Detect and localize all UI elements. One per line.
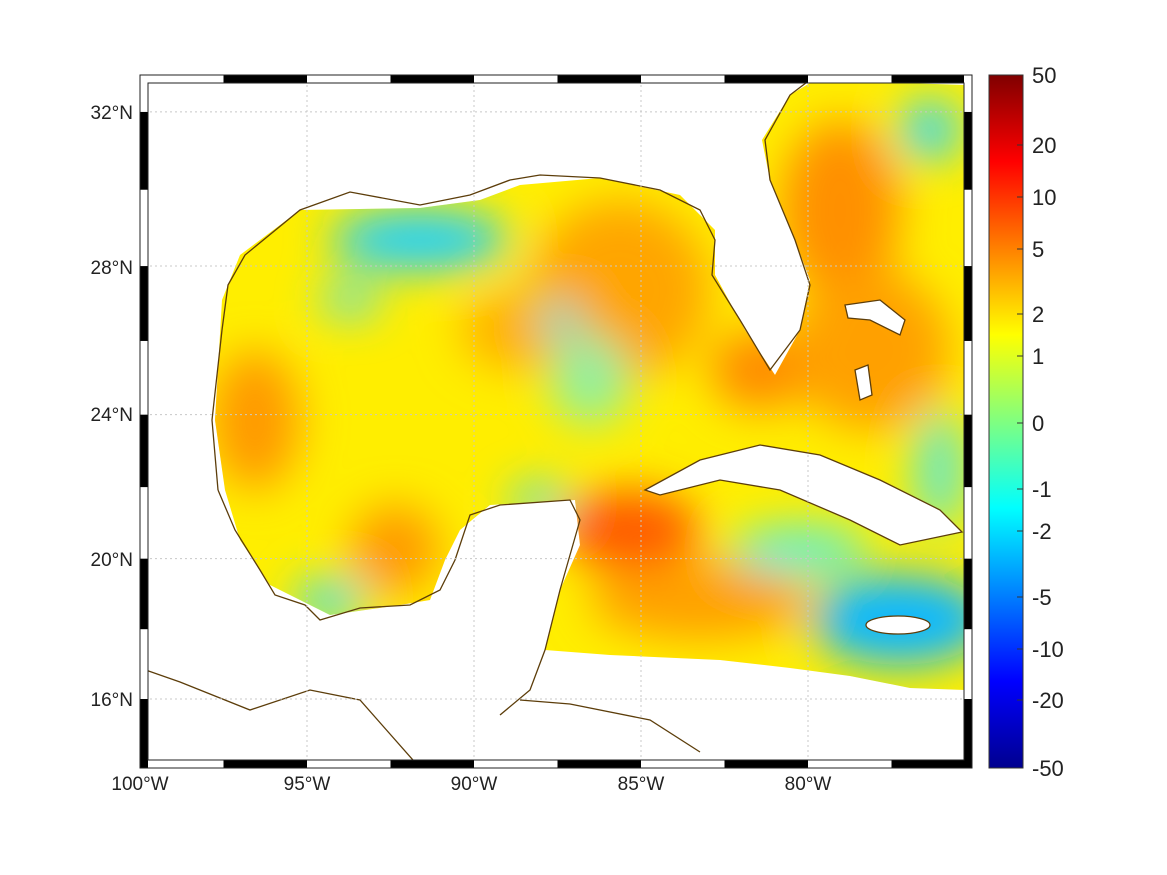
frame-segment	[140, 698, 148, 768]
colorbar-tick-label: 50	[1032, 63, 1056, 88]
frame-segment	[307, 75, 391, 83]
colorbar-tick-label: -1	[1032, 477, 1052, 502]
bahamas	[844, 299, 906, 336]
frame-segment	[964, 629, 972, 699]
frame-segment	[140, 760, 224, 768]
frame-segment	[724, 760, 808, 768]
colorbar-tick-label: -5	[1032, 585, 1052, 610]
colorbar-tick-label: 5	[1032, 237, 1044, 262]
colorbar-tick-label: -10	[1032, 637, 1064, 662]
frame-segment	[808, 760, 892, 768]
frame-segment	[223, 760, 307, 768]
lon-tick-label: 90°W	[451, 774, 498, 795]
frame-segment	[140, 111, 148, 190]
frame-segment	[474, 75, 558, 83]
lon-tick-label: 95°W	[284, 774, 331, 795]
frame-segment	[964, 189, 972, 267]
frame-segment	[390, 760, 474, 768]
frame-segment	[964, 111, 972, 190]
lat-tick-label: 16°N	[91, 690, 133, 711]
frame-segment	[140, 340, 148, 415]
frame-segment	[641, 760, 725, 768]
colorbar-tick-label: -50	[1032, 756, 1064, 781]
cuba	[643, 444, 964, 546]
frame-segment	[140, 266, 148, 341]
colorbar-tick-label: -20	[1032, 688, 1064, 713]
lat-tick-label: 24°N	[91, 405, 133, 426]
frame-border	[139, 74, 973, 769]
frame-segment	[390, 75, 474, 83]
gulf-coast	[211, 83, 811, 491]
frame-segment	[964, 414, 972, 488]
colorbar-tick-label: 0	[1032, 411, 1044, 436]
frame-segment	[964, 698, 972, 768]
frame-segment	[891, 760, 972, 768]
frame-segment	[641, 75, 725, 83]
frame-segment	[140, 487, 148, 559]
lon-tick-label: 100°W	[111, 774, 168, 795]
colorbar-tick-label: 2	[1032, 302, 1044, 327]
andros	[854, 364, 873, 401]
frame-segment	[223, 75, 307, 83]
frame-segment	[140, 75, 224, 83]
frame-segment	[140, 189, 148, 267]
lat-tick-label: 32°N	[91, 103, 133, 124]
frame-segment	[724, 75, 808, 83]
data-field	[215, 80, 965, 690]
honduras-coast	[519, 699, 701, 753]
map-frame	[139, 74, 973, 769]
frame-segment	[140, 414, 148, 488]
frame-segment	[808, 75, 892, 83]
frame-segment	[891, 75, 972, 83]
lon-tick-labels: 100°W 95°W 90°W 85°W 80°W	[111, 774, 831, 795]
jamaica	[865, 615, 931, 635]
land	[643, 299, 964, 635]
colorbar-tick-label: 20	[1032, 133, 1056, 158]
frame-segment	[140, 558, 148, 630]
lon-tick-label: 80°W	[785, 774, 832, 795]
frame-segment	[964, 340, 972, 415]
colorbar-tick-label: 1	[1032, 344, 1044, 369]
frame-segment	[307, 760, 391, 768]
frame-segment	[964, 266, 972, 341]
frame-segment	[964, 75, 972, 112]
frame-segment	[474, 760, 558, 768]
colorbar-tick-label: 10	[1032, 185, 1056, 210]
frame-segment	[557, 75, 641, 83]
colorbar-tick-label: -2	[1032, 519, 1052, 544]
frame-segment	[140, 75, 148, 112]
frame-segment	[964, 487, 972, 559]
lat-tick-label: 28°N	[91, 258, 133, 279]
frame-segment	[557, 760, 641, 768]
lat-tick-label: 20°N	[91, 550, 133, 571]
central-america-coast	[148, 670, 414, 760]
lat-tick-labels: 32°N 28°N 24°N 20°N 16°N	[91, 103, 133, 711]
frame-inner-border	[147, 82, 965, 761]
lon-tick-label: 85°W	[618, 774, 665, 795]
frame-segment	[140, 629, 148, 699]
colorbar-bar	[988, 74, 1024, 769]
mexico-coast	[217, 489, 581, 716]
coastlines	[148, 83, 811, 760]
frame-segment	[964, 558, 972, 630]
